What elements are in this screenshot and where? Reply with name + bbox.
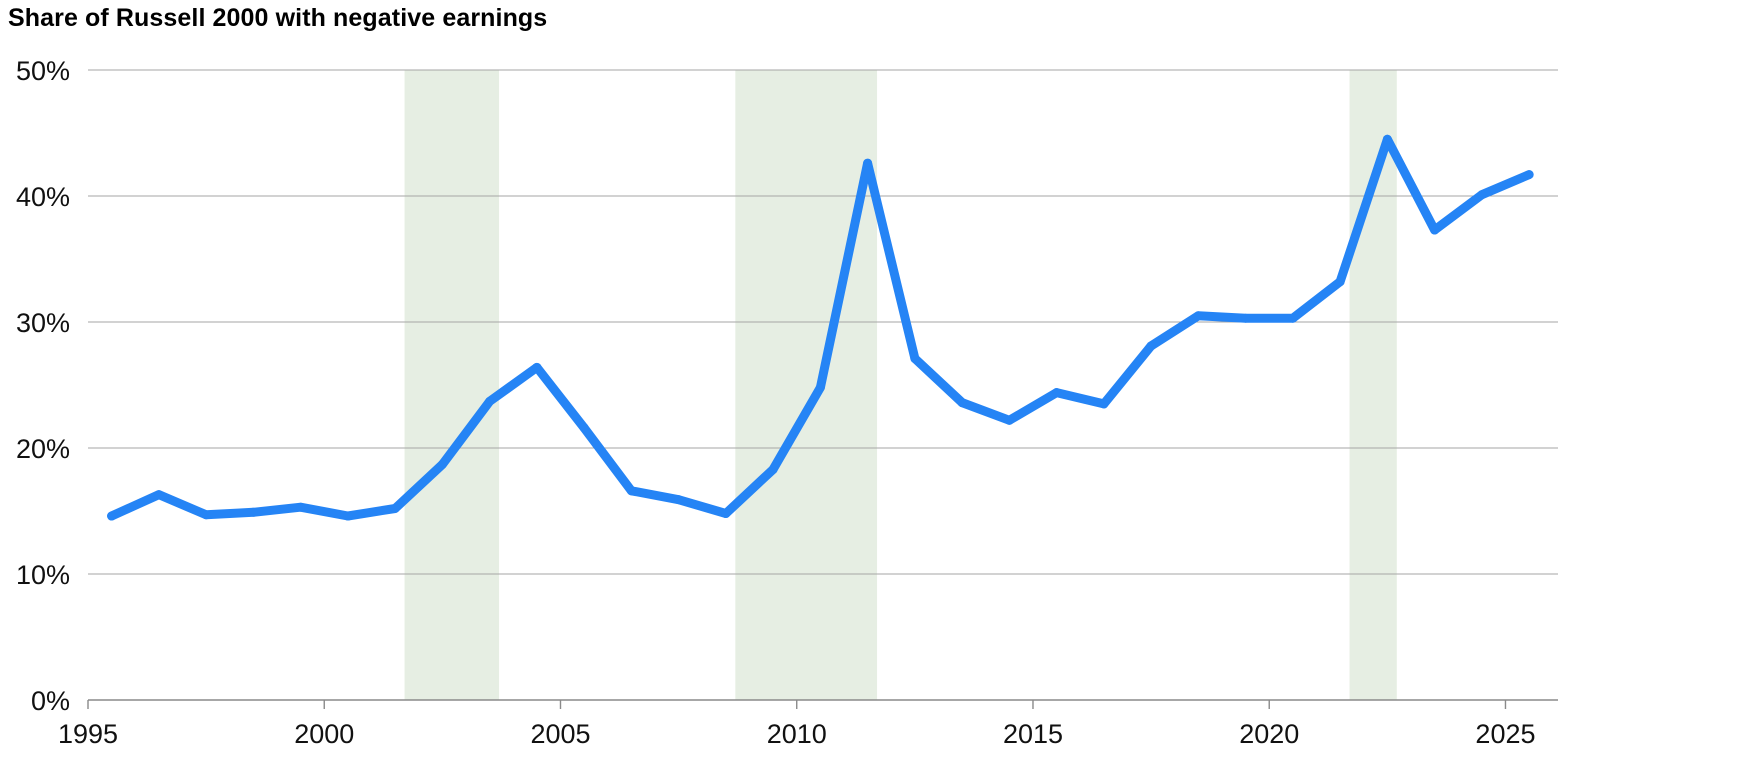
data-point [721, 509, 731, 519]
data-point [1430, 225, 1440, 235]
data-point [107, 511, 117, 521]
data-point [1524, 170, 1534, 180]
data-point [201, 510, 211, 520]
x-axis: 1995 2000 2005 2010 2015 2020 2025 [58, 700, 1536, 749]
data-point [1335, 277, 1345, 287]
data-point [1288, 313, 1298, 323]
data-point [1382, 134, 1392, 144]
x-tick-label: 2025 [1475, 719, 1535, 749]
shaded-period-1 [404, 70, 500, 700]
data-point [863, 158, 873, 168]
y-tick-label: 50% [16, 56, 70, 86]
x-tick-label: 2015 [1003, 719, 1063, 749]
series [107, 134, 1534, 521]
y-axis: 0% 10% 20% 30% 40% 50% [16, 56, 70, 716]
y-tick-label: 10% [16, 560, 70, 590]
shaded-period-2 [735, 70, 878, 700]
x-tick-label: 2010 [767, 719, 827, 749]
data-point [1146, 341, 1156, 351]
data-point [343, 511, 353, 521]
y-tick-label: 20% [16, 434, 70, 464]
data-point [1477, 190, 1487, 200]
data-point [910, 354, 920, 364]
data-point [626, 486, 636, 496]
data-point [815, 383, 825, 393]
y-tick-label: 0% [31, 686, 70, 716]
y-tick-label: 40% [16, 182, 70, 212]
data-point [390, 503, 400, 513]
chart-title: Share of Russell 2000 with negative earn… [8, 4, 548, 32]
data-point [674, 495, 684, 505]
data-point [485, 396, 495, 406]
data-point [532, 362, 542, 372]
gridlines [88, 69, 1558, 701]
x-tick-label: 2005 [530, 719, 590, 749]
data-point [437, 459, 447, 469]
data-point [1099, 399, 1109, 409]
data-point [768, 464, 778, 474]
data-point [1004, 415, 1014, 425]
data-point [296, 502, 306, 512]
data-point [1052, 388, 1062, 398]
x-tick-label: 2000 [294, 719, 354, 749]
y-tick-label: 30% [16, 308, 70, 338]
data-point [1193, 311, 1203, 321]
data-point [154, 490, 164, 500]
x-tick-label: 1995 [58, 719, 118, 749]
shaded-period-3 [1349, 70, 1397, 700]
data-point [1241, 313, 1251, 323]
data-point [957, 398, 967, 408]
x-tick-label: 2020 [1239, 719, 1299, 749]
data-point [579, 423, 589, 433]
data-point [248, 507, 258, 517]
